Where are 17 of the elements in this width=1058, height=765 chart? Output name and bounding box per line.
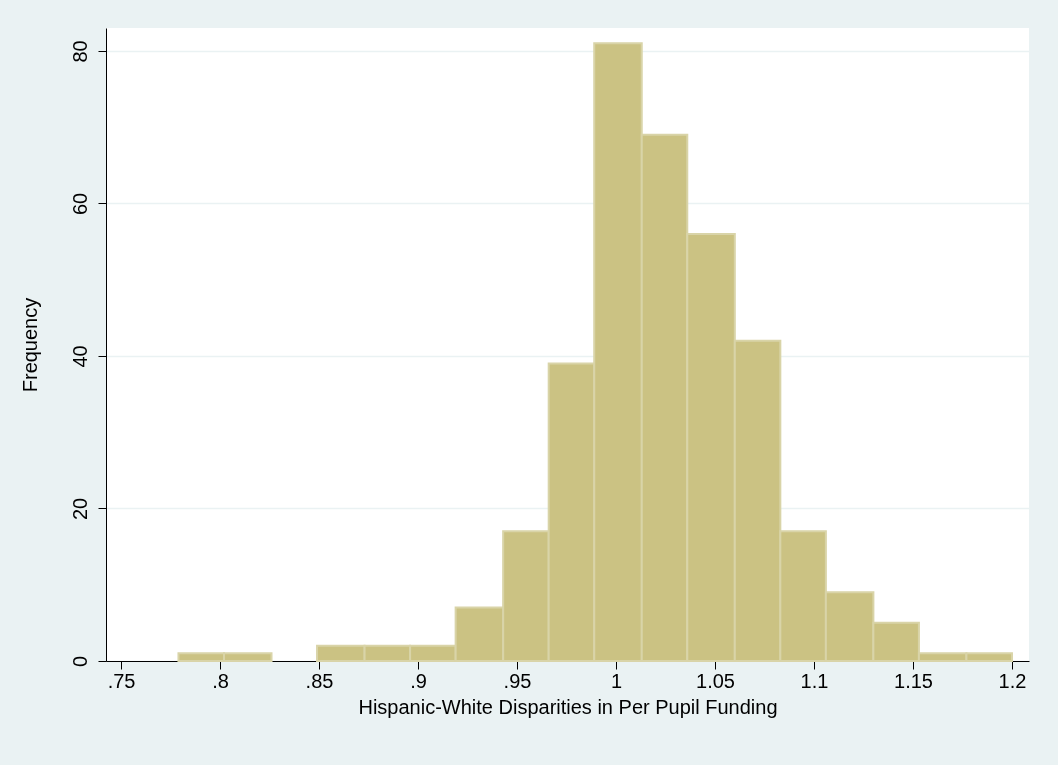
x-tick-label: 1.1 [800, 669, 829, 692]
y-tick-label: 60 [68, 192, 91, 216]
x-tick-label: .8 [212, 669, 229, 692]
y-tick-label: 20 [68, 497, 91, 521]
x-tick-label: 1.05 [696, 669, 735, 692]
x-tick-label: 1 [610, 669, 623, 692]
y-tick-label: 0 [68, 655, 91, 668]
x-axis-title: Hispanic-White Disparities in Per Pupil Funding [358, 695, 778, 718]
x-tick-label: .9 [410, 669, 427, 692]
y-axis-title: Frequency [18, 297, 41, 393]
y-tick-label: 40 [68, 345, 91, 368]
x-tick-label: 1.15 [894, 669, 933, 692]
x-tick-label: .85 [305, 669, 334, 692]
y-tick-label: 80 [68, 40, 91, 63]
x-tick-label: .75 [107, 669, 136, 692]
x-tick-label: 1.2 [998, 669, 1027, 692]
x-tick-label: .95 [503, 669, 532, 692]
